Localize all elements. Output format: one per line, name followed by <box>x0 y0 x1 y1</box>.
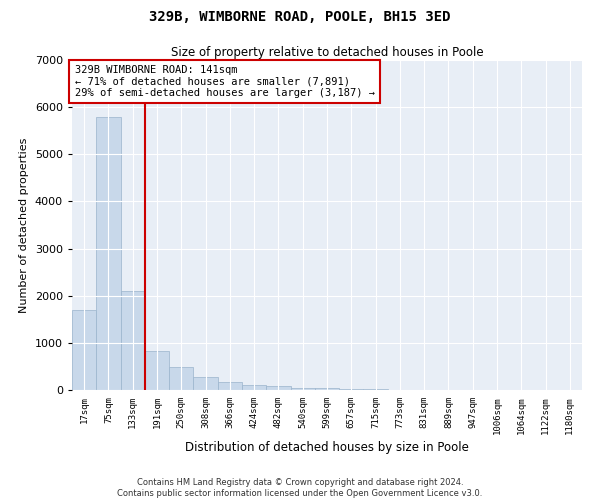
X-axis label: Distribution of detached houses by size in Poole: Distribution of detached houses by size … <box>185 441 469 454</box>
Text: Contains HM Land Registry data © Crown copyright and database right 2024.
Contai: Contains HM Land Registry data © Crown c… <box>118 478 482 498</box>
Bar <box>121 291 145 390</box>
Bar <box>242 385 266 390</box>
Bar <box>266 386 290 390</box>
Bar <box>193 378 218 390</box>
Bar <box>169 368 193 390</box>
Bar <box>96 116 121 390</box>
Text: 329B WIMBORNE ROAD: 141sqm
← 71% of detached houses are smaller (7,891)
29% of s: 329B WIMBORNE ROAD: 141sqm ← 71% of deta… <box>74 65 374 98</box>
Bar <box>339 389 364 390</box>
Text: 329B, WIMBORNE ROAD, POOLE, BH15 3ED: 329B, WIMBORNE ROAD, POOLE, BH15 3ED <box>149 10 451 24</box>
Title: Size of property relative to detached houses in Poole: Size of property relative to detached ho… <box>170 46 484 59</box>
Y-axis label: Number of detached properties: Number of detached properties <box>19 138 29 312</box>
Bar <box>218 382 242 390</box>
Bar <box>145 352 169 390</box>
Bar <box>290 388 315 390</box>
Bar <box>315 388 339 390</box>
Bar <box>72 310 96 390</box>
